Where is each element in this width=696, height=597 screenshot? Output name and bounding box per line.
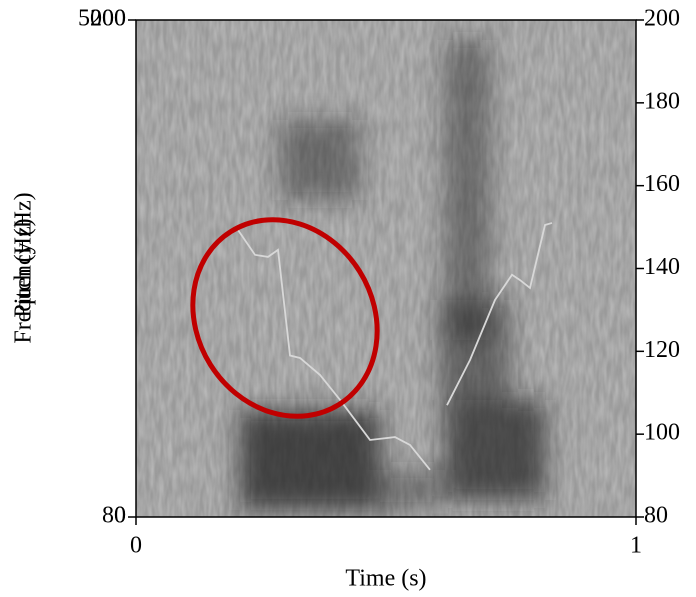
pitch-line <box>237 222 553 471</box>
y2-tick-label: 180 <box>644 88 680 114</box>
y-axis-label: Frequency (Hz) <box>11 192 37 343</box>
x-tick-label: 1 <box>630 533 642 559</box>
spectrogram <box>136 20 636 517</box>
x-axis-label: Time (s) <box>345 566 426 592</box>
highlight-ellipse <box>190 217 380 419</box>
y2-tick-label: 80 <box>644 503 668 529</box>
x-tick-label: 0 <box>130 533 142 559</box>
y2-tick-label: 120 <box>644 337 680 363</box>
y2-tick-label: 140 <box>644 254 680 280</box>
y2-tick-label: 200 <box>644 6 680 32</box>
y-tick-label: 5000 <box>78 6 126 32</box>
y2-tick-label: 160 <box>644 171 680 197</box>
y2-axis-label: Pitch (Hz) <box>11 218 37 317</box>
y2-left-tick-label: 80 <box>102 503 126 529</box>
y2-tick-label: 100 <box>644 420 680 446</box>
y-tick-label: 0 <box>114 503 126 529</box>
y2-left-tick-label: 200 <box>90 6 126 32</box>
